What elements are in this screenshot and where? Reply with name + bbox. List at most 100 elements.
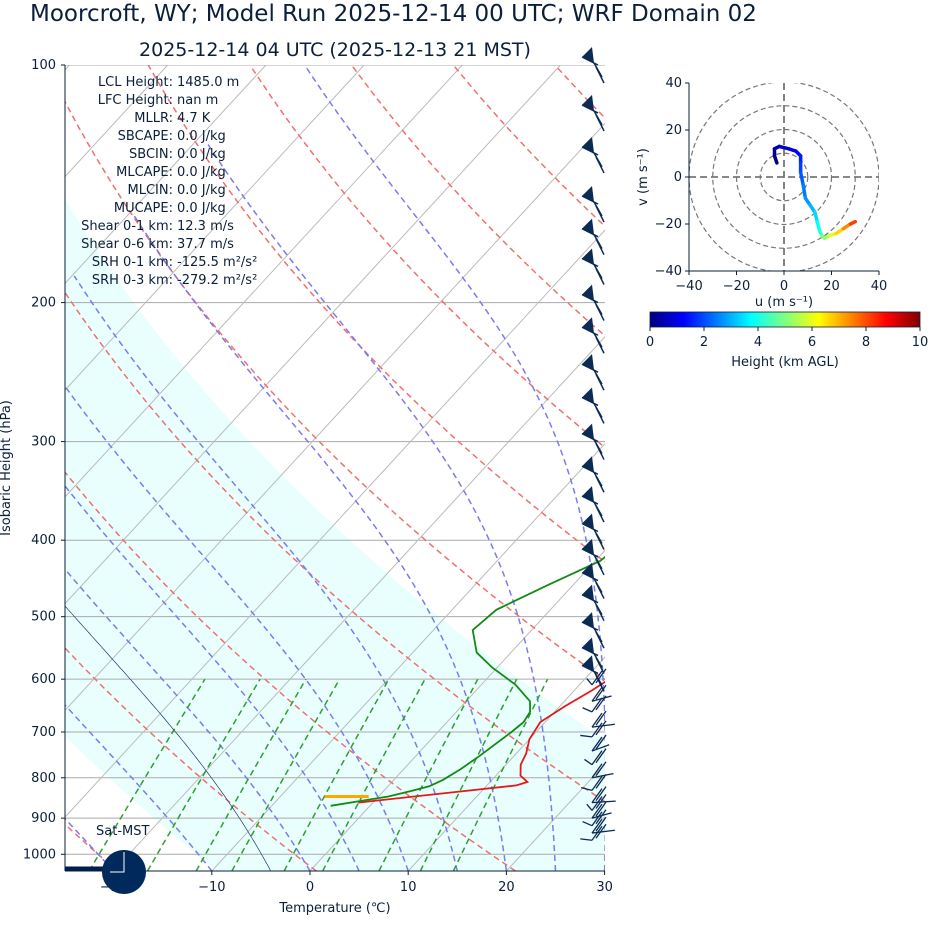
- barb-feather: [595, 816, 607, 832]
- barb-flag: [582, 317, 594, 334]
- mixing-ratio-line: [283, 678, 390, 871]
- wind-barb: [584, 748, 607, 766]
- wind-barb: [580, 823, 607, 841]
- barb-staff: [582, 707, 593, 713]
- wind-barb: [581, 284, 605, 321]
- barb-flag: [582, 185, 594, 202]
- index-label: MLCIN:: [128, 183, 173, 198]
- mixing-ratio-line: [419, 678, 518, 871]
- wind-barb: [591, 734, 610, 752]
- wind-barb: [581, 218, 605, 255]
- hodograph-plot: [689, 83, 879, 271]
- x-tick-label: 10: [400, 880, 417, 895]
- colorbar-tick-label: 4: [754, 335, 762, 350]
- isotherm-line: [65, 122, 605, 712]
- wind-barb: [591, 710, 615, 728]
- index-label: Shear 0-6 km:: [81, 237, 173, 252]
- moist-adiabat: [133, 214, 508, 871]
- y-tick-label: 800: [31, 771, 56, 786]
- barb-flag: [582, 584, 594, 601]
- surface-marker-hands: [110, 852, 125, 873]
- barb-feather: [595, 304, 605, 321]
- wind-barb: [581, 513, 605, 550]
- wind-barb: [582, 695, 607, 713]
- barb-staff: [586, 803, 593, 811]
- index-label: LFC Height:: [98, 93, 173, 108]
- wind-barb: [581, 317, 605, 354]
- x-tick-label: 30: [596, 880, 613, 895]
- barb-feather: [595, 558, 605, 576]
- hodograph-x-tick-label: −40: [675, 279, 702, 294]
- y-tick-label: 200: [31, 296, 56, 311]
- isotherm-line: [113, 336, 605, 871]
- wind-barb: [580, 720, 607, 738]
- dry-adiabat: [249, 65, 605, 449]
- barb-feather: [591, 670, 603, 686]
- barb-feather: [595, 443, 605, 460]
- barb-feather: [595, 774, 607, 789]
- barb-feather: [595, 734, 607, 750]
- wind-barb: [581, 136, 605, 174]
- colorbar-tick-label: 8: [862, 335, 870, 350]
- moist-adiabat: [65, 567, 311, 871]
- barb-feather: [595, 373, 605, 391]
- index-value: 4.7 K: [177, 111, 211, 126]
- isotherm-line: [65, 65, 267, 285]
- hodograph: −40 −20 0 20 40 −40 −20 0 20 40: [655, 76, 888, 294]
- colorbar-tick-label: 6: [808, 335, 816, 350]
- moist-adiabat: [65, 703, 213, 871]
- barb-staff: [580, 734, 593, 738]
- barb-feather: [595, 631, 605, 649]
- wind-barb: [581, 185, 605, 223]
- barb-flag: [582, 513, 594, 530]
- barb-flag: [582, 612, 594, 629]
- barb-staff: [591, 773, 614, 779]
- mixing-ratio-line: [195, 678, 307, 871]
- y-tick-label: 900: [31, 811, 56, 826]
- isotherm-line: [65, 65, 561, 605]
- x-tick-label: −10: [198, 880, 225, 895]
- wind-barb: [581, 538, 605, 576]
- index-label: SRH 0-1 km:: [92, 255, 173, 270]
- y-tick-label: 600: [31, 672, 56, 687]
- reference-parcel-line: [65, 605, 272, 871]
- barb-flag: [582, 387, 594, 404]
- barb-feather: [595, 268, 605, 285]
- isotherm-line: [65, 65, 365, 391]
- hodograph-segment: [798, 170, 805, 186]
- chart-title: Moorcroft, WY; Model Run 2025-12-14 00 U…: [30, 1, 757, 27]
- barb-feather: [595, 695, 607, 711]
- barb-flag: [582, 423, 594, 440]
- y-tick-label: 100: [31, 58, 56, 73]
- temperature-profile: [358, 680, 605, 804]
- index-label: Shear 0-1 km:: [81, 219, 173, 234]
- barb-feather: [595, 761, 607, 777]
- barb-feather: [595, 238, 605, 255]
- moist-adiabat: [73, 275, 459, 871]
- barb-flag: [582, 562, 594, 579]
- y-tick-label: 1000: [23, 847, 56, 862]
- moist-adiabat: [65, 817, 115, 871]
- barb-feather: [595, 823, 607, 839]
- barb-feather: [591, 825, 603, 841]
- skew-t-background: [65, 65, 605, 871]
- y-tick-label: 400: [31, 533, 56, 548]
- moist-adiabat: [65, 484, 360, 871]
- barb-flag: [582, 47, 594, 63]
- index-label: LCL Height:: [98, 75, 173, 90]
- barb-staff: [580, 786, 593, 792]
- barb-flag: [582, 486, 594, 503]
- barb-feather: [591, 803, 603, 819]
- colorbar-ticks: 0 2 4 6 8 10: [646, 327, 928, 350]
- y-tick-label: 300: [31, 435, 56, 450]
- hodograph-x-tick-label: −20: [723, 279, 750, 294]
- wind-barbs: [580, 47, 616, 841]
- colorbar-tick-label: 10: [912, 335, 928, 350]
- x-tick-label: 0: [306, 880, 314, 895]
- barb-feather: [595, 668, 607, 684]
- barb-staff: [586, 678, 593, 686]
- isotherm-line: [65, 229, 605, 818]
- barb-flag: [582, 248, 594, 265]
- barb-feather: [591, 750, 603, 766]
